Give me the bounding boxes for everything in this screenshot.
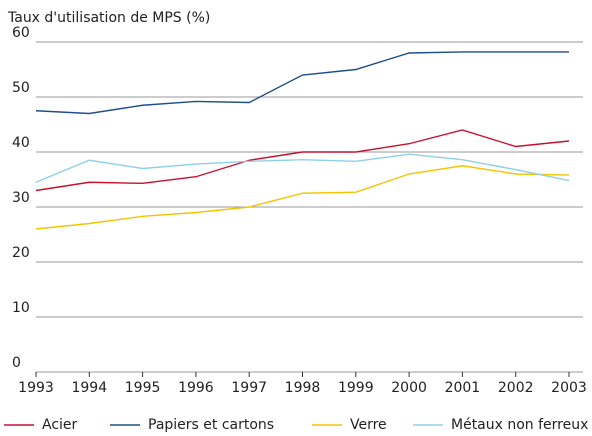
series-line [35, 129, 570, 192]
legend-label: Verre [350, 417, 387, 433]
legend-label: Acier [42, 417, 78, 433]
x-tick-label: 1997 [231, 380, 267, 396]
x-tick-label: 1994 [71, 380, 107, 396]
y-tick-label: 10 [12, 300, 30, 316]
x-tick-label: 2002 [498, 380, 534, 396]
x-tick-label: 2003 [551, 380, 587, 396]
series-line [35, 153, 570, 183]
x-tick-label: 2001 [445, 380, 481, 396]
x-tick-label: 1996 [178, 380, 214, 396]
y-tick-label: 50 [12, 80, 30, 96]
x-tick-label: 2000 [391, 380, 427, 396]
y-tick-label: 30 [12, 190, 30, 206]
x-tick-label: 1999 [338, 380, 374, 396]
y-tick-label: 60 [12, 25, 30, 41]
chart-title: Taux d'utilisation de MPS (%) [7, 10, 210, 26]
series-line [35, 51, 569, 115]
series-line [35, 165, 570, 230]
x-tick-label: 1995 [125, 380, 161, 396]
y-tick-label: 40 [12, 135, 30, 151]
legend-label: Métaux non ferreux [451, 417, 588, 433]
x-tick-label: 1998 [285, 380, 321, 396]
legend-label: Papiers et cartons [148, 417, 274, 433]
y-tick-label: 20 [12, 245, 30, 261]
x-tick-label: 1993 [18, 380, 54, 396]
y-tick-label: 0 [12, 355, 21, 371]
